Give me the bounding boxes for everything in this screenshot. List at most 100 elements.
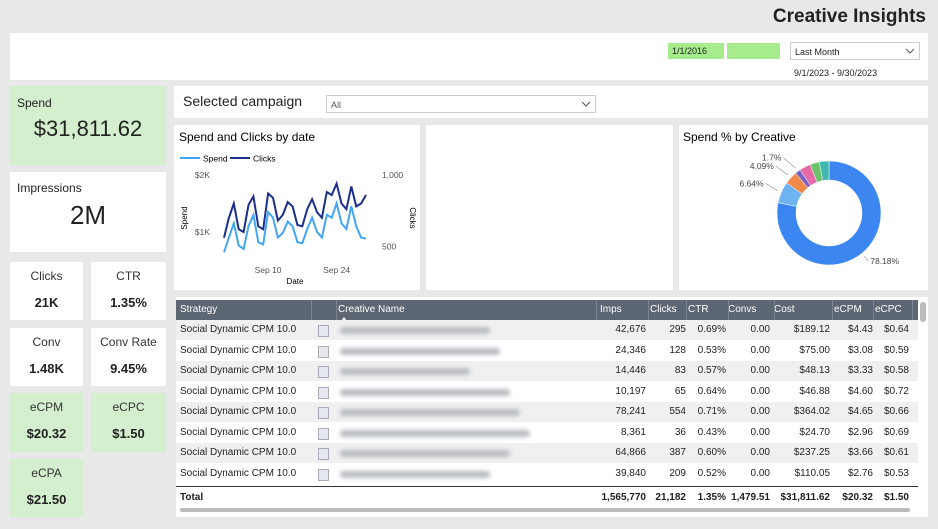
column-header: Creative Name [338,304,405,315]
table-row [176,361,918,381]
table-cell: $2.76 [847,467,873,479]
donut-chart-panel [679,125,928,290]
table-cell: 0.43% [697,426,726,438]
table-cell: 0.00 [750,447,770,458]
legend-label: Clicks [253,154,276,164]
table-cell: 0.52% [697,467,726,479]
creative-thumb [318,325,329,337]
leader-line [765,183,778,192]
kpi-label: Spend [17,96,52,110]
line-chart-panel [174,125,420,290]
table-cell: 42,676 [615,324,646,335]
filter-bar: 1/1/2016 Last Month 9/1/2023 - 9/30/2023 [10,33,928,80]
table-cell: 65 [674,385,686,397]
campaign-value: All [331,100,342,110]
vertical-scrollbar[interactable] [920,302,926,322]
table-cell: $237.25 [793,447,830,458]
date-input-end[interactable] [727,43,780,59]
kpi-value: $21.50 [26,492,67,507]
kpi-value: 1.48K [29,361,64,376]
kpi-value: 1.35% [110,295,147,310]
table-cell: $31,811.62 [780,492,831,503]
sort-indicator [341,317,347,321]
table-cell: 0.00 [750,426,770,438]
column-header: Clicks [650,304,677,315]
table-cell: $0.53 [883,467,909,479]
creative-thumb [318,366,329,378]
y-tick-label: $1K [195,227,210,237]
column-header: eCPC [875,304,902,315]
table-cell: Social Dynamic CPM 10.0 [180,447,297,458]
table-cell: 0.00 [750,324,770,335]
kpi-value: $20.32 [26,426,67,441]
table-cell: 128 [669,344,686,356]
table-cell: 554 [669,406,686,417]
table-cell: $0.59 [883,344,909,356]
y2-tick-label: 500 [382,241,396,251]
kpi-card: Conv 1.48K [10,328,83,386]
kpi-value: 21K [34,295,59,310]
line-series [223,199,367,253]
table-cell: $110.05 [794,467,830,479]
donut-slice [818,160,830,181]
table-cell: $2.96 [847,426,873,438]
leader-line [775,165,789,176]
table-cell: Social Dynamic CPM 10.0 [180,324,297,335]
table-cell: $0.69 [883,426,909,438]
table-cell: Social Dynamic CPM 10.0 [180,406,297,417]
slice-label: 78.18% [870,256,899,266]
kpi-label: CTR [116,269,141,283]
period-dropdown[interactable]: Last Month [790,42,920,60]
blurred-creative-name [340,388,510,396]
kpi-label: Impressions [17,181,82,195]
page-title: Creative Insights [772,6,926,27]
column-divider [912,300,913,320]
kpi-label: Clicks [30,269,63,283]
table-cell: $3.33 [847,365,873,376]
donut-slice [776,160,882,266]
table-cell: $364.02 [793,406,830,417]
table-cell: 8,361 [620,426,646,438]
table-cell: $0.66 [883,406,909,417]
table-cell: 0.57% [697,365,726,376]
y2-axis-label: Clicks [408,207,417,228]
kpi-value: $31,811.62 [33,116,143,141]
table-cell: 0.00 [750,467,770,479]
horizontal-scrollbar[interactable] [180,508,910,512]
column-header: Cost [774,304,795,315]
column-divider [774,300,775,320]
kpi-value: 9.45% [110,361,147,376]
table-cell: 36 [674,426,686,438]
chart-title: Spend and Clicks by date [179,130,315,144]
table-cell: 83 [674,365,686,376]
column-header: CTR [688,304,709,315]
column-divider [686,300,687,320]
x-axis-label: Date [287,277,304,286]
table-cell: Social Dynamic CPM 10.0 [180,426,297,438]
kpi-card: Conv Rate 9.45% [91,328,166,386]
kpi-label: Conv [32,335,61,349]
table-cell: 0.00 [750,385,770,397]
creative-thumb [318,386,329,399]
table-row [176,320,918,340]
table-cell: 14,446 [615,365,646,376]
table-cell: Social Dynamic CPM 10.0 [180,365,297,376]
campaign-dropdown[interactable]: All [326,95,596,113]
column-divider [336,300,337,320]
blurred-creative-name [340,368,470,375]
x-tick-label: Sep 24 [323,265,350,275]
table-cell: $0.58 [883,365,909,376]
blurred-creative-name [340,327,490,334]
table-cell: 0.00 [750,344,770,356]
table-cell: Total [180,492,204,503]
table-cell: $4.65 [847,406,873,417]
table-row [176,340,918,361]
table-cell: $0.64 [883,324,909,335]
table-cell: 0.53% [697,344,726,356]
legend-label: Spend [203,154,228,164]
campaign-label: Selected campaign [183,93,303,109]
date-input[interactable]: 1/1/2016 [668,43,724,59]
blurred-creative-name [340,429,530,437]
y-axis-label: Spend [180,206,189,229]
